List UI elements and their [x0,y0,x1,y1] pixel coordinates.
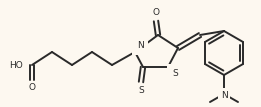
Text: O: O [28,83,35,92]
Text: S: S [172,69,178,78]
Text: HO: HO [9,60,23,70]
Text: N: N [137,41,144,50]
Text: S: S [138,86,144,95]
Text: O: O [152,8,159,17]
Text: N: N [221,91,227,100]
